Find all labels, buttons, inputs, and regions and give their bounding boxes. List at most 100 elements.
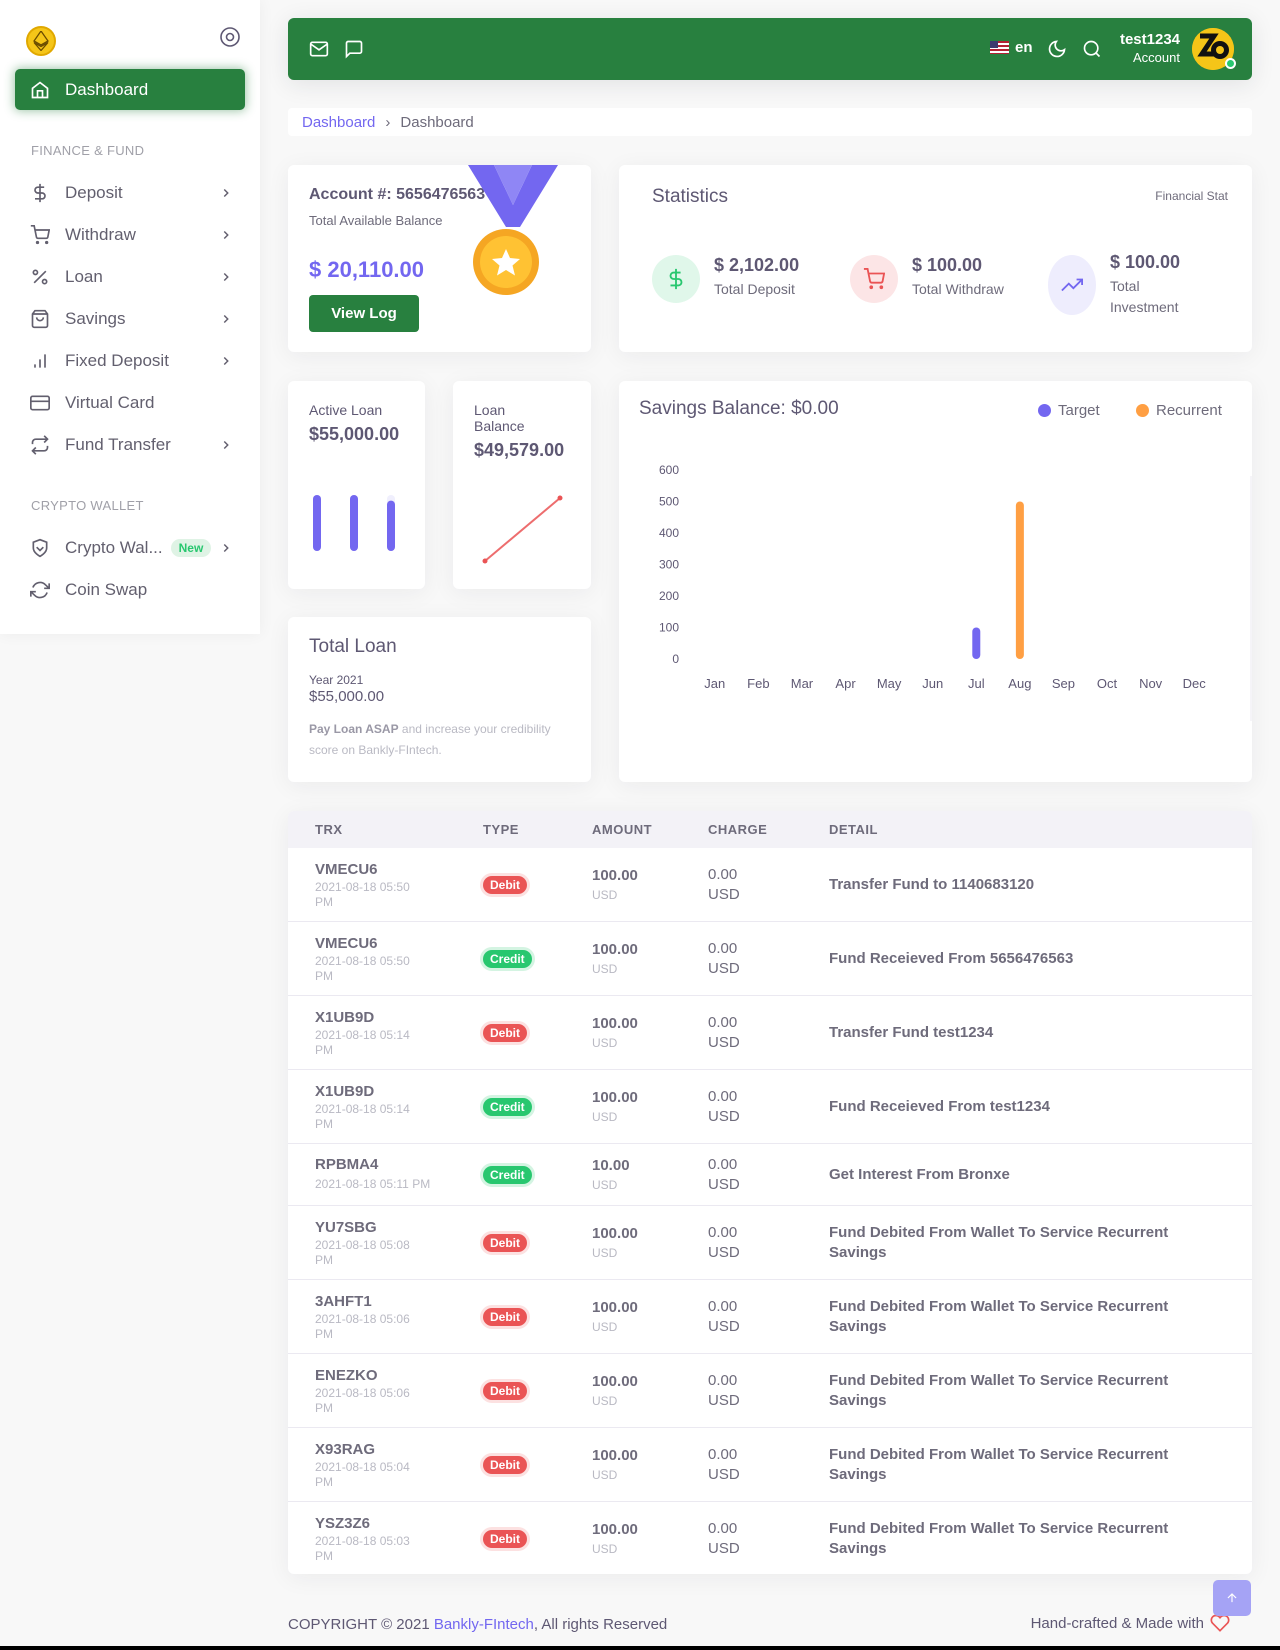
search-icon[interactable] — [1082, 39, 1102, 59]
active-loan-bar — [313, 495, 321, 551]
detail-text: Get Interest From Bronxe — [829, 1166, 1010, 1183]
sidebar-item-savings[interactable]: Savings — [15, 299, 245, 339]
charge-value: 0.00 USD — [708, 1298, 740, 1335]
sidebar-item-withdraw[interactable]: Withdraw — [15, 215, 245, 255]
table-row[interactable]: VMECU6 2021-08-18 05:50 PM Debit 100.00 USD 0… — [288, 848, 1252, 922]
moon-icon[interactable] — [1047, 39, 1067, 59]
bar-recurrent-aug[interactable] — [1015, 501, 1024, 660]
detail-text: Fund Debited From Wallet To Service Recu… — [829, 1520, 1169, 1557]
legend-dot — [1136, 404, 1149, 417]
sidebar-item-loan[interactable]: Loan — [15, 257, 245, 297]
heart-icon — [1210, 1614, 1230, 1632]
x-tick-label: Sep — [1052, 676, 1075, 691]
total-loan-year: Year 2021 — [309, 673, 364, 687]
x-tick-label: May — [877, 676, 902, 691]
balance-label: Total Available Balance — [309, 213, 443, 228]
x-tick-label: Apr — [835, 676, 856, 691]
detail-text: Fund Debited From Wallet To Service Recu… — [829, 1446, 1169, 1483]
section-crypto: CRYPTO WALLET — [31, 498, 144, 513]
trx-id: X93RAG — [315, 1441, 376, 1458]
trx-id: RPBMA4 — [315, 1156, 379, 1173]
legend-recurrent[interactable]: Recurrent — [1136, 402, 1222, 419]
table-row[interactable]: X1UB9D 2021-08-18 05:14 PM Credit 100.00 USD… — [288, 1070, 1252, 1144]
amount-value: 100.00 — [592, 1089, 638, 1106]
type-badge: Debit — [483, 1456, 527, 1474]
sidebar-item-fixed-deposit[interactable]: Fixed Deposit — [15, 341, 245, 381]
col-detail: DETAIL — [829, 822, 878, 837]
loan-balance-card: Loan Balance $49,579.00 — [453, 381, 591, 589]
account-number: Account #: 5656476563 — [309, 186, 486, 203]
user-menu[interactable]: test1234 Account — [1120, 31, 1180, 65]
total-loan-amount: $55,000.00 — [309, 688, 385, 705]
legend-target[interactable]: Target — [1038, 402, 1100, 419]
online-status-dot — [1225, 58, 1236, 69]
trx-date: 2021-08-18 05:50 PM — [315, 954, 410, 983]
x-tick-label: Feb — [747, 676, 769, 691]
table-row[interactable]: X1UB9D 2021-08-18 05:14 PM Debit 100.00 USD 0… — [288, 996, 1252, 1070]
arrow-up-icon — [1227, 1593, 1237, 1603]
stat-value: $ 100.00 — [1110, 252, 1181, 272]
amount-currency: USD — [592, 1394, 618, 1408]
chat-icon[interactable] — [344, 39, 364, 59]
breadcrumb-link-dashboard[interactable]: Dashboard — [302, 113, 376, 131]
table-row[interactable]: ENEZKO 2021-08-18 05:06 PM Debit 100.00 USD 0… — [288, 1354, 1252, 1428]
mail-icon[interactable] — [309, 39, 329, 59]
language-label: en — [1015, 39, 1033, 56]
breadcrumb: Dashboard › Dashboard — [288, 108, 1252, 136]
language-selector[interactable]: en — [990, 39, 1033, 56]
trx-id: ENEZKO — [315, 1367, 378, 1384]
x-tick-label: Jul — [968, 676, 985, 691]
bar-target-jul[interactable] — [972, 627, 981, 660]
account-balance: $ 20,110.00 — [309, 257, 425, 282]
table-row[interactable]: X93RAG 2021-08-18 05:04 PM Debit 100.00 USD 0… — [288, 1428, 1252, 1502]
trx-date: 2021-08-18 05:06 PM — [315, 1386, 410, 1415]
x-tick-label: Jun — [922, 676, 943, 691]
dollar-icon — [652, 255, 700, 303]
footer-brand-link[interactable]: Bankly-FIntech — [433, 1616, 534, 1633]
trx-id: VMECU6 — [315, 935, 378, 952]
stat-total-deposit: $ 2,102.00 Total Deposit — [652, 255, 799, 303]
sidebar-item-label: Fund Transfer — [65, 435, 171, 454]
type-badge: Debit — [483, 1024, 527, 1042]
legend-label: Target — [1058, 402, 1100, 419]
total-loan-note: Pay Loan ASAP and increase your credibil… — [309, 719, 574, 761]
table-row[interactable]: RPBMA4 2021-08-18 05:11 PM Credit 10.00 USD 0… — [288, 1144, 1252, 1206]
brand-logo[interactable] — [26, 26, 56, 56]
total-loan-title: Total Loan — [309, 636, 397, 657]
bar-chart-icon — [30, 351, 50, 371]
table-row[interactable]: YU7SBG 2021-08-18 05:08 PM Debit 100.00 USD 0… — [288, 1206, 1252, 1280]
sidebar-item-virtual-card[interactable]: Virtual Card — [15, 383, 245, 423]
type-badge: Debit — [483, 1382, 527, 1400]
sidebar-item-fund-transfer[interactable]: Fund Transfer — [15, 425, 245, 465]
sidebar-item-label: Virtual Card — [65, 393, 155, 412]
trx-id: YU7SBG — [315, 1219, 377, 1236]
table-row[interactable]: VMECU6 2021-08-18 05:50 PM Credit 100.00 USD… — [288, 922, 1252, 996]
chevron-right-icon — [223, 440, 229, 450]
type-badge: Debit — [483, 876, 527, 894]
sidebar-item-dashboard[interactable]: Dashboard — [15, 69, 245, 110]
scroll-to-top-button[interactable] — [1213, 1580, 1251, 1616]
y-tick-label: 0 — [672, 652, 679, 666]
amount-currency: USD — [592, 1110, 618, 1124]
sidebar-item-coin-swap[interactable]: Coin Swap — [15, 570, 245, 610]
col-trx: TRX — [315, 822, 343, 837]
detail-text: Fund Debited From Wallet To Service Recu… — [829, 1224, 1169, 1261]
sidebar-item-label: Deposit — [65, 183, 123, 202]
total-loan-note-text: and increase your credibility score on B… — [309, 722, 551, 757]
table-body: VMECU6 2021-08-18 05:50 PM Debit 100.00 USD 0… — [288, 848, 1252, 1574]
sidebar-item-deposit[interactable]: Deposit — [15, 173, 245, 213]
table-row[interactable]: 3AHFT1 2021-08-18 05:06 PM Debit 100.00 USD 0… — [288, 1280, 1252, 1354]
charge-value: 0.00 USD — [708, 1520, 740, 1557]
amount-currency: USD — [592, 1246, 618, 1260]
cart-icon — [30, 225, 50, 245]
view-log-button[interactable]: View Log — [309, 295, 419, 332]
shield-icon — [30, 538, 50, 558]
charge-value: 0.00 USD — [708, 1088, 740, 1125]
active-loan-label: Active Loan — [309, 402, 383, 418]
col-type: TYPE — [483, 822, 519, 837]
table-row[interactable]: YSZ3Z6 2021-08-18 05:03 PM Debit 100.00 USD 0… — [288, 1502, 1252, 1574]
amount-currency: USD — [592, 888, 618, 902]
sidebar-item-crypto-wallet[interactable]: Crypto Wal... New — [15, 528, 245, 568]
amount-value: 100.00 — [592, 1225, 638, 1242]
collapse-toggle-icon[interactable] — [219, 26, 241, 48]
